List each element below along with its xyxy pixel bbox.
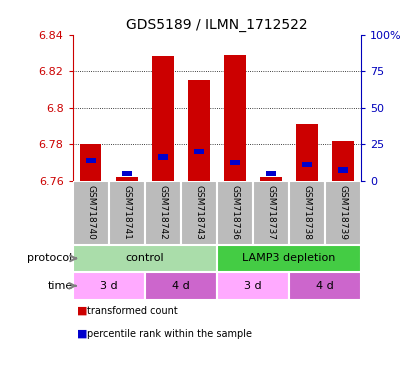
Bar [145,272,217,300]
Bar [266,171,276,176]
Bar [73,181,109,245]
Bar [122,171,132,176]
Text: GSM718738: GSM718738 [303,185,312,240]
Bar [152,56,173,181]
Title: GDS5189 / ILMN_1712522: GDS5189 / ILMN_1712522 [126,18,308,32]
Text: transformed count: transformed count [87,306,178,316]
Bar [116,177,137,181]
Text: GSM718741: GSM718741 [122,185,131,240]
Text: GSM718739: GSM718739 [339,185,347,240]
Text: LAMP3 depletion: LAMP3 depletion [242,253,336,263]
Text: 4 d: 4 d [316,281,334,291]
Bar [86,158,95,163]
Text: time: time [47,281,73,291]
Bar [145,181,181,245]
Bar [158,154,168,160]
Bar [188,80,210,181]
Bar [73,272,145,300]
Bar [260,177,282,181]
Bar [230,160,240,165]
Text: 3 d: 3 d [100,281,117,291]
Bar [217,272,289,300]
Bar [217,245,361,272]
Bar [302,162,312,167]
Bar [296,124,318,181]
Text: percentile rank within the sample: percentile rank within the sample [87,329,252,339]
Text: GSM718740: GSM718740 [86,185,95,240]
Bar [80,144,102,181]
Text: control: control [125,253,164,263]
Text: GSM718743: GSM718743 [194,185,203,240]
Bar [289,181,325,245]
Text: protocol: protocol [27,253,73,263]
Text: 3 d: 3 d [244,281,262,291]
Text: GSM718736: GSM718736 [230,185,239,240]
Bar [181,181,217,245]
Text: 4 d: 4 d [172,281,190,291]
Bar [109,181,145,245]
Bar [325,181,361,245]
Bar [217,181,253,245]
Bar [332,141,354,181]
Bar [194,149,204,154]
Text: ■: ■ [77,306,87,316]
Text: GSM718742: GSM718742 [158,185,167,240]
Bar [289,272,361,300]
Bar [253,181,289,245]
Bar [338,167,348,172]
Bar [73,245,217,272]
Text: GSM718737: GSM718737 [266,185,276,240]
Bar [224,55,246,181]
Text: ■: ■ [77,329,87,339]
